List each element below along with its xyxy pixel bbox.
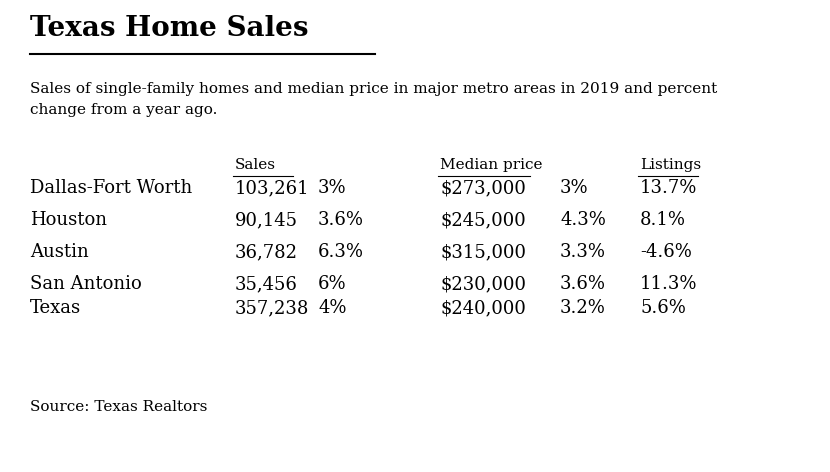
Text: 4%: 4% xyxy=(318,299,346,317)
Text: 13.7%: 13.7% xyxy=(640,179,697,197)
Text: $315,000: $315,000 xyxy=(440,243,526,261)
Text: Texas: Texas xyxy=(30,299,81,317)
Text: 4.3%: 4.3% xyxy=(560,211,606,229)
Text: $245,000: $245,000 xyxy=(440,211,525,229)
Text: 357,238: 357,238 xyxy=(235,299,310,317)
Text: 36,782: 36,782 xyxy=(235,243,298,261)
Text: 3.6%: 3.6% xyxy=(560,275,606,293)
Text: 5.6%: 5.6% xyxy=(640,299,686,317)
Text: San Antonio: San Antonio xyxy=(30,275,142,293)
Text: 3%: 3% xyxy=(560,179,588,197)
Text: 103,261: 103,261 xyxy=(235,179,310,197)
Text: 90,145: 90,145 xyxy=(235,211,298,229)
Text: 3%: 3% xyxy=(318,179,347,197)
Text: 3.2%: 3.2% xyxy=(560,299,606,317)
Text: $240,000: $240,000 xyxy=(440,299,526,317)
Text: $230,000: $230,000 xyxy=(440,275,526,293)
Text: -4.6%: -4.6% xyxy=(640,243,692,261)
Text: Sales: Sales xyxy=(235,158,276,172)
Text: 11.3%: 11.3% xyxy=(640,275,697,293)
Text: 3.6%: 3.6% xyxy=(318,211,364,229)
Text: 6%: 6% xyxy=(318,275,347,293)
Text: Texas Home Sales: Texas Home Sales xyxy=(30,15,309,42)
Text: Listings: Listings xyxy=(640,158,701,172)
Text: Dallas-Fort Worth: Dallas-Fort Worth xyxy=(30,179,193,197)
Text: 8.1%: 8.1% xyxy=(640,211,686,229)
Text: 35,456: 35,456 xyxy=(235,275,298,293)
Text: $273,000: $273,000 xyxy=(440,179,526,197)
Text: Median price: Median price xyxy=(440,158,543,172)
Text: Houston: Houston xyxy=(30,211,107,229)
Text: Sales of single-family homes and median price in major metro areas in 2019 and p: Sales of single-family homes and median … xyxy=(30,82,717,117)
Text: 3.3%: 3.3% xyxy=(560,243,606,261)
Text: Source: Texas Realtors: Source: Texas Realtors xyxy=(30,400,208,414)
Text: 6.3%: 6.3% xyxy=(318,243,364,261)
Text: Austin: Austin xyxy=(30,243,89,261)
